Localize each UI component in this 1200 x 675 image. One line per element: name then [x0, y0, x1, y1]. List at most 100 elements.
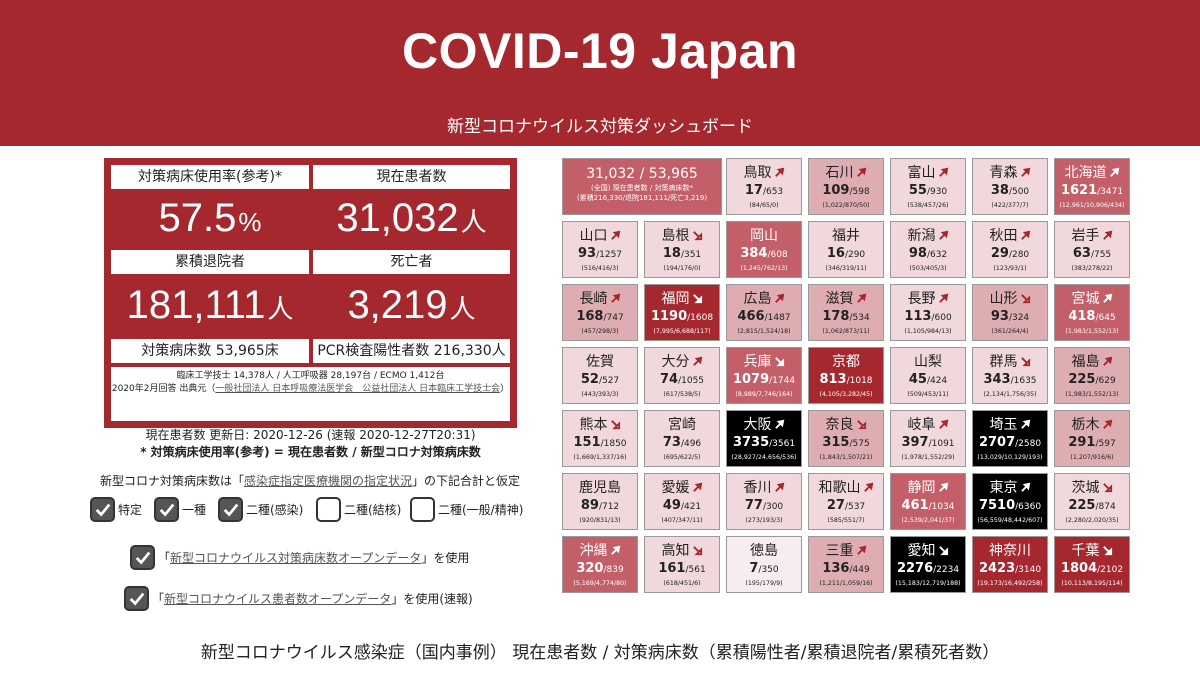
- prefecture-tile[interactable]: 京都 813/1018 (4,105/3,282/45): [808, 347, 884, 404]
- prefecture-tile[interactable]: 青森 38/500 (422/377/7): [972, 158, 1048, 215]
- prefecture-value: 225/874: [1055, 498, 1129, 515]
- prefecture-value: 16/290: [809, 246, 883, 263]
- prefecture-tile[interactable]: 三重 136/449 (1,211/1,059/16): [808, 536, 884, 593]
- prefecture-tile[interactable]: 佐賀 52/527 (443/393/3): [562, 347, 638, 404]
- national-value: 31,032 / 53,965: [586, 166, 698, 182]
- prefecture-tile[interactable]: 福島 225/629 (1,983/1,552/13): [1054, 347, 1130, 404]
- prefecture-tile[interactable]: 愛媛 49/421 (407/347/11): [644, 473, 720, 530]
- prefecture-tile[interactable]: 新潟 98/632 (503/405/3): [890, 221, 966, 278]
- current-patients: 2423: [978, 561, 1016, 576]
- prefecture-tile[interactable]: 静岡 461/1034 (2,539/2,041/37): [890, 473, 966, 530]
- prefecture-tile[interactable]: 千葉 1804/2102 (10,113/8,195/114): [1054, 536, 1130, 593]
- prefecture-name: 大分: [645, 354, 719, 372]
- prefecture-tile[interactable]: 熊本 151/1850 (1,669/1,337/16): [562, 410, 638, 467]
- prefecture-tile[interactable]: 山形 93/324 (361/264/4): [972, 284, 1048, 341]
- prefecture-tile[interactable]: 島根 18/351 (194/176/0): [644, 221, 720, 278]
- checkbox-checked-icon[interactable]: [90, 497, 115, 522]
- bed-count: /2102: [1097, 565, 1124, 575]
- checkbox-unchecked-icon[interactable]: [410, 497, 435, 522]
- prefecture-tile[interactable]: 山口 93/1257 (516/416/3): [562, 221, 638, 278]
- checkbox-nishu-ippan[interactable]: 二種(一般/精神): [410, 497, 523, 522]
- current-patients: 291: [1068, 435, 1096, 450]
- trend-down-icon: [1102, 546, 1112, 556]
- current-patients: 178: [822, 309, 850, 324]
- prefecture-tile[interactable]: 香川 77/300 (273/193/3): [726, 473, 802, 530]
- prefecture-tile[interactable]: 福井 16/290 (346/319/11): [808, 221, 884, 278]
- prefecture-tile[interactable]: 宮城 418/645 (1,983/1,552/13): [1054, 284, 1130, 341]
- prefecture-tile[interactable]: 滋賀 178/534 (1,062/873/11): [808, 284, 884, 341]
- cumulative-counts: (509/453/11): [907, 390, 949, 398]
- page-title: COVID-19 Japan: [401, 23, 798, 79]
- prefecture-name-text: 広島: [743, 291, 772, 307]
- checkbox-tokutei[interactable]: 特定: [90, 497, 142, 522]
- prefecture-tile[interactable]: 大阪 3735/3561 (28,927/24,656/536): [726, 410, 802, 467]
- prefecture-tile[interactable]: 神奈川 2423/3140 (19,173/16,492/258): [972, 536, 1048, 593]
- bed-count: /561: [685, 565, 706, 575]
- prefecture-tile[interactable]: 徳島 7/350 (195/179/9): [726, 536, 802, 593]
- checkbox-checked-icon[interactable]: [124, 586, 149, 611]
- bed-count: /1744: [769, 376, 796, 386]
- beds-opendata-link[interactable]: 新型コロナウイルス対策病床数オープンデータ: [170, 551, 422, 565]
- prefecture-name: 山梨: [891, 354, 965, 372]
- bed-count: /500: [1008, 187, 1030, 197]
- source-link[interactable]: 一般社団法人 日本呼吸療法医学会 公益社団法人 日本臨床工学技士会: [215, 384, 501, 394]
- basis-prefix: 新型コロナ対策病床数は「: [99, 474, 244, 488]
- prefecture-tile[interactable]: 埼玉 2707/2580 (13,029/10,129/193): [972, 410, 1048, 467]
- prefecture-tile[interactable]: 茨城 225/874 (2,280/2,020/35): [1054, 473, 1130, 530]
- national-summary-tile[interactable]: 31,032 / 53,965 (全国) 現在患者数 / 対策病床数* (累積2…: [562, 158, 722, 215]
- prefecture-tile[interactable]: 栃木 291/597 (1,207/916/6): [1054, 410, 1130, 467]
- prefecture-tile[interactable]: 岡山 384/608 (1,245/762/13): [726, 221, 802, 278]
- checkbox-nishu-kansen[interactable]: 二種(感染): [218, 497, 303, 522]
- prefecture-name: 北海道: [1055, 165, 1129, 183]
- prefecture-tile[interactable]: 愛知 2276/2234 (15,183/12,719/188): [890, 536, 966, 593]
- prefecture-tile[interactable]: 北海道 1621/3471 (12,961/10,906/434): [1054, 158, 1130, 215]
- trend-up-icon: [1102, 419, 1112, 429]
- bed-count: /1055: [678, 376, 705, 386]
- cumulative-counts: (346/319/11): [825, 264, 867, 272]
- prefecture-value: 93/324: [973, 309, 1047, 326]
- option-beds-opendata[interactable]: 「新型コロナウイルス対策病床数オープンデータ 」を使用: [130, 545, 469, 570]
- trend-up-icon: [774, 293, 784, 303]
- prefecture-name: 岐阜: [891, 417, 965, 435]
- current-patients: 89: [580, 498, 599, 513]
- prefecture-tile[interactable]: 広島 466/1487 (2,815/1,524/18): [726, 284, 802, 341]
- prefecture-tile[interactable]: 山梨 45/424 (509/453/11): [890, 347, 966, 404]
- prefecture-tile[interactable]: 奈良 315/575 (1,843/1,507/21): [808, 410, 884, 467]
- prefecture-tile[interactable]: 岩手 63/755 (383/278/22): [1054, 221, 1130, 278]
- checkbox-isshu[interactable]: 一種: [154, 497, 206, 522]
- checkbox-nishu-kekkaku[interactable]: 二種(結核): [316, 497, 401, 522]
- prefecture-value: 461/1034: [891, 498, 965, 515]
- checkbox-checked-icon[interactable]: [154, 497, 179, 522]
- prefecture-tile[interactable]: 鹿児島 89/712 (920/831/13): [562, 473, 638, 530]
- prefecture-tile[interactable]: 福岡 1190/1608 (7,995/6,688/117): [644, 284, 720, 341]
- prefecture-tile[interactable]: 鳥取 17/653 (84/65/0): [726, 158, 802, 215]
- prefecture-tile[interactable]: 富山 55/930 (538/457/26): [890, 158, 966, 215]
- prefecture-tile[interactable]: 群馬 343/1635 (2,134/1,756/35): [972, 347, 1048, 404]
- prefecture-tile[interactable]: 秋田 29/280 (123/93/1): [972, 221, 1048, 278]
- prefecture-tile[interactable]: 東京 7510/6360 (56,559/48,442/607): [972, 473, 1048, 530]
- checkbox-checked-icon[interactable]: [218, 497, 243, 522]
- bed-count: /755: [1090, 250, 1112, 260]
- prefecture-tile[interactable]: 高知 161/561 (618/451/6): [644, 536, 720, 593]
- prefecture-tile[interactable]: 宮崎 73/496 (695/622/5): [644, 410, 720, 467]
- prefecture-tile[interactable]: 石川 109/598 (1,022/870/50): [808, 158, 884, 215]
- trend-up-icon: [1020, 230, 1030, 240]
- option-patients-opendata[interactable]: 「新型コロナウイルス患者数オープンデータ 」を使用(速報): [124, 586, 473, 611]
- prefecture-name: 山口: [563, 228, 637, 246]
- prefecture-tile[interactable]: 大分 74/1055 (617/538/5): [644, 347, 720, 404]
- checkbox-unchecked-icon[interactable]: [316, 497, 341, 522]
- prefecture-tile[interactable]: 岐阜 397/1091 (1,978/1,552/29): [890, 410, 966, 467]
- bed-count: /1091: [928, 439, 955, 449]
- bed-count: /300: [762, 502, 784, 512]
- basis-link[interactable]: 感染症指定医療機関の指定状況: [243, 474, 412, 488]
- prefecture-tile[interactable]: 長崎 168/747 (457/298/3): [562, 284, 638, 341]
- patients-opendata-link[interactable]: 新型コロナウイルス患者数オープンデータ: [164, 592, 392, 606]
- trend-down-icon: [692, 546, 702, 556]
- checkbox-checked-icon[interactable]: [130, 545, 155, 570]
- prefecture-tile[interactable]: 兵庫 1079/1744 (8,989/7,746/164): [726, 347, 802, 404]
- prefecture-name-text: 奈良: [825, 417, 854, 433]
- prefecture-name: 宮崎: [645, 417, 719, 435]
- prefecture-tile[interactable]: 長野 113/600 (1,105/984/13): [890, 284, 966, 341]
- prefecture-tile[interactable]: 沖縄 320/839 (5,169/4,774/80): [562, 536, 638, 593]
- prefecture-tile[interactable]: 和歌山 27/537 (585/551/7): [808, 473, 884, 530]
